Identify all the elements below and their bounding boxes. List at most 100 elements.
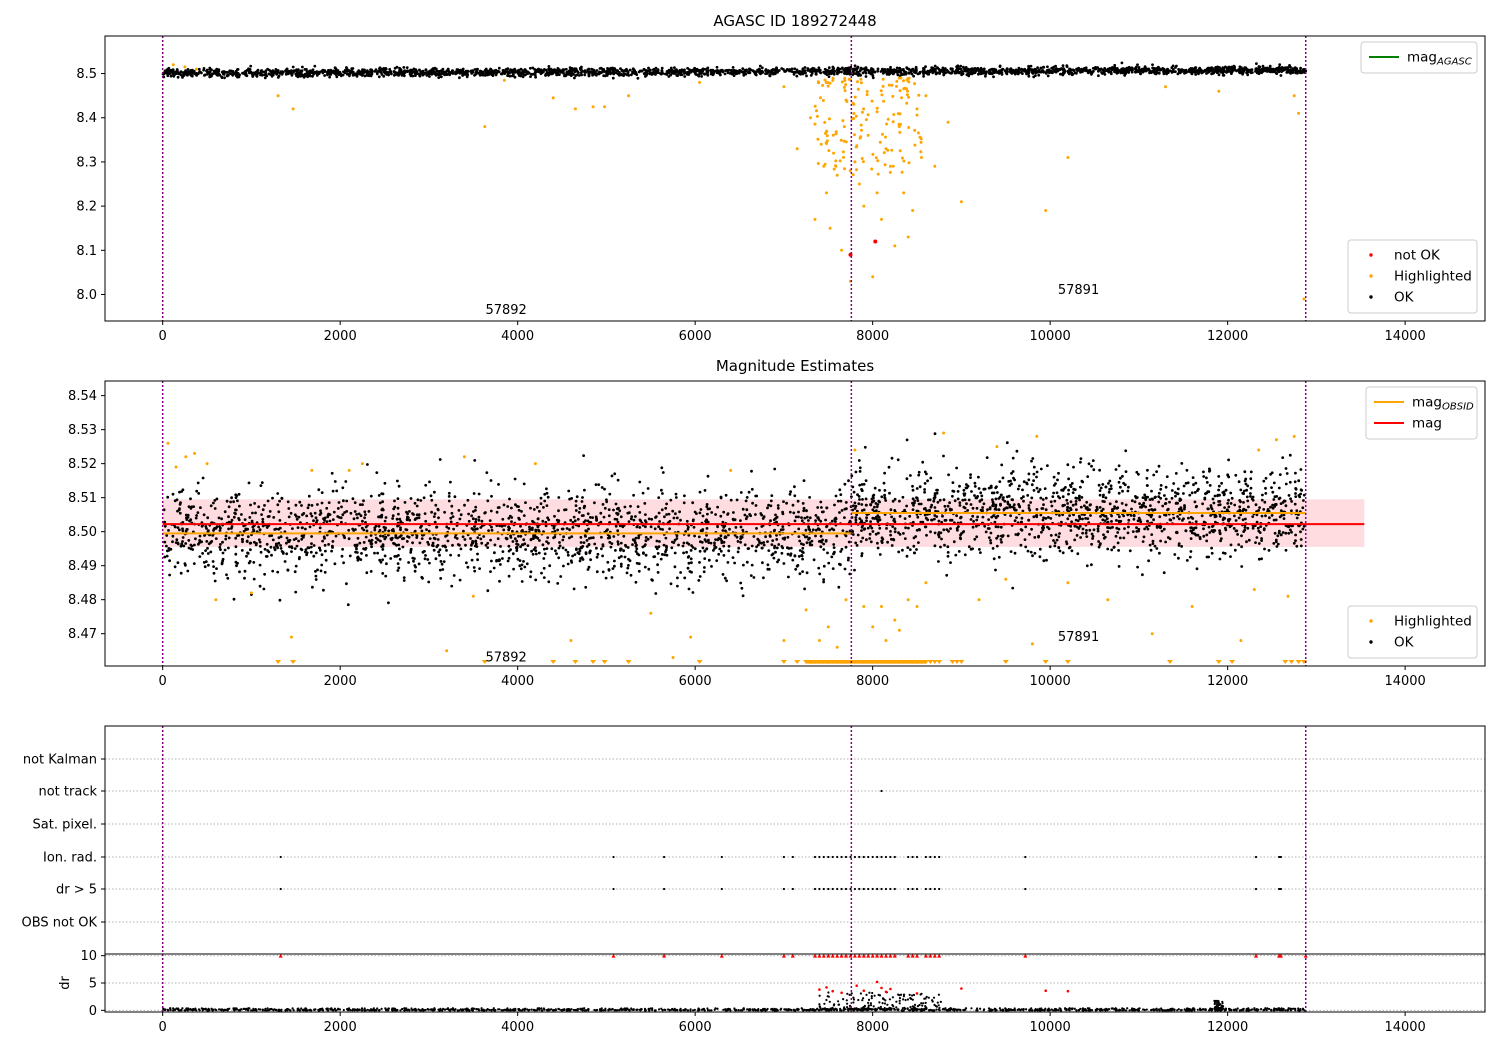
- top-highlighted-point: [832, 151, 836, 155]
- top-xtick-label: 2000: [324, 329, 357, 344]
- middle-ok-point: [606, 560, 610, 564]
- top-ok-point: [734, 72, 738, 76]
- middle-ok-point: [283, 560, 287, 563]
- middle-ok-point: [189, 543, 193, 547]
- top-ok-point: [1278, 63, 1282, 67]
- middle-ok-point: [801, 546, 805, 550]
- top-ok-point: [1061, 71, 1065, 75]
- middle-ok-point: [814, 514, 818, 517]
- top-ok-point: [652, 67, 656, 71]
- middle-ok-point: [570, 561, 574, 564]
- middle-ok-point: [509, 548, 512, 551]
- middle-ok-point: [203, 534, 206, 537]
- middle-ok-point: [707, 538, 710, 542]
- top-ok-point: [375, 72, 379, 76]
- middle-ok-point: [234, 508, 237, 512]
- middle-ok-point: [578, 507, 582, 510]
- middle-ok-point: [674, 496, 678, 499]
- middle-ok-point: [803, 535, 807, 539]
- middle-ok-point: [703, 557, 707, 560]
- top-ok-point: [351, 73, 355, 77]
- middle-ok-point: [822, 548, 826, 551]
- top-ok-point: [547, 65, 551, 68]
- top-ok-point: [1294, 71, 1297, 75]
- top-ok-point: [697, 74, 701, 78]
- middle-ok-point: [745, 496, 749, 499]
- top-highlighted-point: [854, 114, 858, 118]
- top-ok-point: [1246, 73, 1250, 77]
- top-ok-point: [506, 74, 509, 77]
- middle-ok-point: [485, 471, 489, 474]
- middle-ok-point: [776, 504, 780, 507]
- middle-ok-point: [278, 519, 282, 522]
- top-ok-point: [474, 73, 477, 76]
- middle-ok-point: [258, 584, 262, 588]
- middle-ok-point: [690, 570, 693, 574]
- middle-ok-point: [838, 488, 842, 492]
- top-ok-point: [678, 69, 682, 72]
- top-ok-point: [470, 72, 474, 75]
- top-ok-point: [1063, 68, 1066, 72]
- middle-ok-point: [797, 510, 800, 514]
- middle-ok-point: [261, 517, 265, 521]
- middle-ok-point: [458, 578, 462, 582]
- middle-ok-point: [374, 536, 378, 540]
- middle-ok-point: [1015, 449, 1019, 453]
- top-ok-point: [955, 67, 959, 71]
- top-ok-point: [1276, 66, 1280, 70]
- middle-ok-point: [475, 527, 479, 531]
- top-ok-point: [992, 75, 995, 79]
- middle-ok-point: [495, 510, 499, 514]
- middle-ok-point: [357, 512, 361, 516]
- middle-ok-point: [479, 537, 483, 541]
- top-ok-point: [328, 70, 332, 73]
- middle-ok-point: [463, 538, 467, 541]
- middle-ok-point: [215, 567, 218, 570]
- top-ok-point: [864, 75, 868, 78]
- top-ok-point: [214, 70, 218, 74]
- middle-ok-point: [548, 564, 552, 568]
- middle-ok-point: [285, 541, 288, 545]
- middle-ok-point: [397, 484, 401, 488]
- top-ok-point: [512, 69, 516, 73]
- top-ok-point: [591, 68, 594, 71]
- middle-ok-point: [739, 540, 742, 544]
- top-ok-point: [650, 73, 654, 76]
- middle-ok-point: [379, 560, 383, 564]
- middle-ok-point: [331, 540, 335, 543]
- middle-ok-point: [651, 579, 654, 582]
- middle-ok-point: [736, 550, 740, 554]
- middle-ok-point: [402, 576, 406, 579]
- top-ok-point: [563, 74, 566, 78]
- top-ok-point: [910, 72, 914, 76]
- middle-ok-point: [611, 567, 615, 570]
- middle-ok-point: [916, 515, 920, 519]
- middle-ok-point: [578, 549, 582, 553]
- top-ok-point: [290, 73, 294, 77]
- middle-ok-point: [663, 553, 666, 557]
- top-ok-point: [1284, 67, 1287, 71]
- top-ok-point: [731, 72, 735, 76]
- middle-ok-point: [608, 492, 612, 496]
- top-ok-point: [1251, 71, 1254, 74]
- middle-ok-point: [646, 487, 650, 490]
- top-ok-point: [418, 74, 422, 78]
- middle-ok-point: [542, 557, 546, 560]
- middle-ok-point: [615, 511, 618, 515]
- middle-ok-point: [774, 513, 777, 517]
- top-ok-point: [345, 72, 349, 76]
- middle-ok-point: [841, 529, 845, 532]
- middle-ok-point: [570, 535, 574, 538]
- middle-ok-point: [669, 498, 673, 502]
- top-highlighted-point: [856, 87, 860, 91]
- top-ok-point: [255, 70, 258, 74]
- middle-ok-point: [574, 499, 578, 503]
- middle-ok-point: [773, 544, 777, 548]
- middle-ok-point: [221, 551, 225, 555]
- middle-ok-point: [314, 551, 318, 555]
- middle-ok-point: [754, 504, 758, 507]
- middle-ok-point: [772, 518, 776, 522]
- middle-ok-point: [240, 513, 243, 516]
- top-ok-point: [284, 70, 288, 73]
- top-ok-point: [1036, 66, 1039, 70]
